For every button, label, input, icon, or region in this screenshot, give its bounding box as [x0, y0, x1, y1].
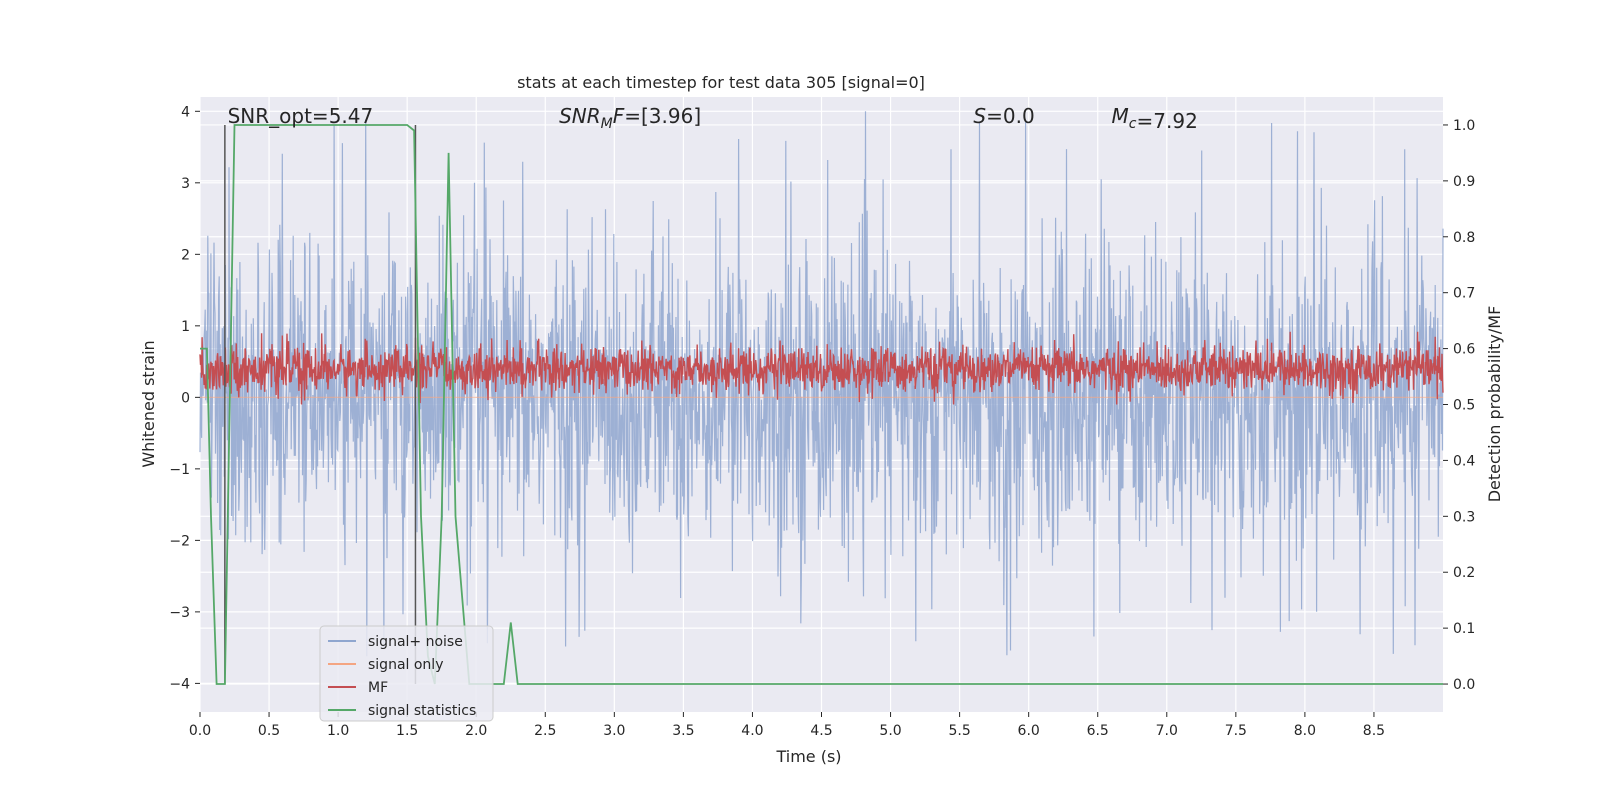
y-axis-right: 0.0 0.1 0.2 0.3 0.4 0.5 0.6 0.7 0.8 0.9 1.0 [1443, 118, 1475, 693]
y-tick-label-left: 3 [181, 176, 190, 192]
y-tick-label-right: 0.7 [1453, 286, 1475, 302]
y-tick-label-left: −3 [169, 605, 190, 621]
x-tick-label: 6.0 [1018, 723, 1040, 739]
y-tick-label-right: 0.0 [1453, 677, 1475, 693]
y-tick-label-right: 0.8 [1453, 230, 1475, 246]
x-tick-label: 5.5 [948, 723, 970, 739]
x-tick-label: 0.5 [258, 723, 280, 739]
y-tick-label-left: −1 [169, 462, 190, 478]
x-tick-label: 1.5 [396, 723, 418, 739]
y-tick-label-right: 1.0 [1453, 118, 1475, 134]
y-tick-label-right: 0.6 [1453, 342, 1475, 358]
legend: signal+ noise signal only MF signal statist… [319, 625, 494, 722]
legend-label: signal statistics [368, 703, 476, 719]
x-tick-label: 7.5 [1225, 723, 1247, 739]
y-tick-label-left: 0 [181, 390, 190, 406]
x-tick-label: 4.5 [810, 723, 832, 739]
annotation-s-value: S=0.0 [973, 104, 1034, 128]
legend-label: MF [368, 680, 388, 696]
x-tick-label: 6.5 [1087, 723, 1109, 739]
legend-box [319, 625, 494, 722]
legend-label: signal only [368, 657, 443, 673]
legend-label: signal+ noise [368, 634, 463, 650]
x-tick-label: 7.0 [1156, 723, 1178, 739]
y-tick-label-right: 0.3 [1453, 509, 1475, 525]
series-mf [199, 331, 1444, 405]
y-tick-label-left: 2 [181, 247, 190, 263]
y-axis-label-right: Detection probability/MF [1485, 306, 1504, 503]
annotation-snr-mf: SNRMF=[3.96] [559, 104, 701, 132]
y-axis-left: −4 −3 −2 −1 0 1 2 3 4 [169, 104, 200, 692]
annotation-mc-value: Mc=7.92 [1112, 104, 1198, 133]
x-tick-label: 5.0 [879, 723, 901, 739]
y-axis-label-left: Whitened strain [139, 340, 158, 467]
y-tick-label-right: 0.5 [1453, 398, 1475, 414]
x-tick-label: 1.0 [327, 723, 349, 739]
x-tick-label: 8.5 [1363, 723, 1385, 739]
x-tick-label: 3.5 [672, 723, 694, 739]
y-tick-label-left: −4 [169, 676, 190, 692]
y-tick-label-right: 0.4 [1453, 453, 1475, 469]
annotations: SNR_opt=5.47 SNRMF=[3.96] S=0.0 Mc=7.92 [228, 104, 1198, 133]
y-tick-label-left: −2 [169, 533, 190, 549]
chart-title: stats at each timestep for test data 305… [517, 73, 925, 92]
x-tick-label: 8.0 [1294, 723, 1316, 739]
annotation-snr-opt: SNR_opt=5.47 [228, 104, 374, 128]
series-layer [199, 111, 1444, 685]
series-signal-statistics [200, 124, 1443, 685]
x-tick-label: 2.0 [465, 723, 487, 739]
y-tick-label-right: 0.9 [1453, 174, 1475, 190]
y-tick-label-left: 4 [181, 104, 190, 120]
series-signal-noise [199, 111, 1444, 657]
x-tick-label: 3.0 [603, 723, 625, 739]
x-axis-label: Time (s) [775, 747, 841, 766]
x-tick-label: 0.0 [189, 723, 211, 739]
y-tick-label-right: 0.1 [1453, 621, 1475, 637]
y-tick-label-left: 1 [181, 319, 190, 335]
x-tick-label: 2.5 [534, 723, 556, 739]
x-axis: 0.0 0.5 1.0 1.5 2.0 2.5 3.0 3.5 4.0 4.5 5.0 5.5 6.0 6… [189, 712, 1385, 739]
x-tick-label: 4.0 [741, 723, 763, 739]
y-tick-label-right: 0.2 [1453, 565, 1475, 581]
